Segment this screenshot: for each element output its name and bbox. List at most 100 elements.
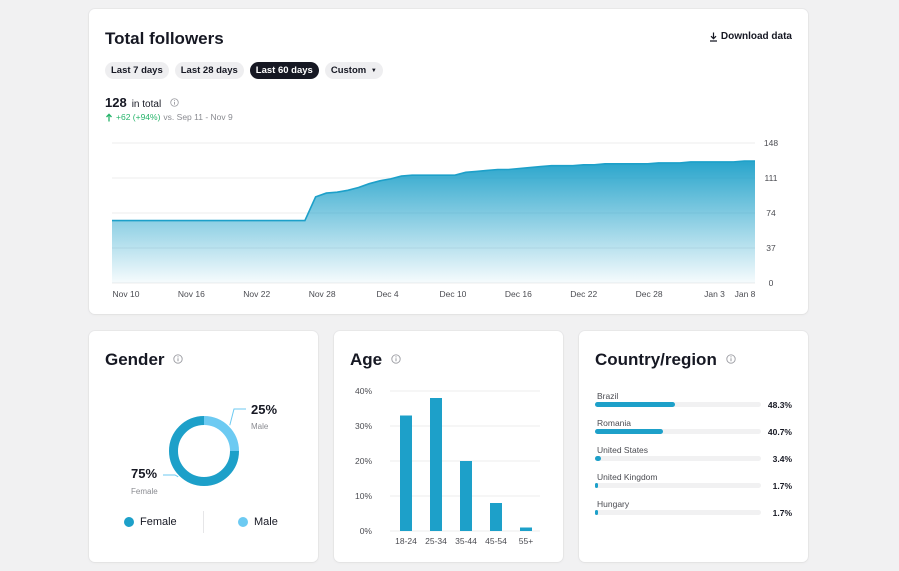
- gender-card: Gender 25% Male 75% Female Female Male: [89, 331, 318, 562]
- total-summary: 128 in total: [105, 95, 179, 110]
- age-bar-45-54: [490, 503, 502, 531]
- country-bar-track: [595, 483, 761, 488]
- country-name: United Kingdom: [597, 472, 658, 482]
- x-tick-label: Dec 4: [376, 289, 398, 299]
- x-tick-label: Dec 28: [636, 289, 663, 299]
- y-tick-label: 30%: [355, 421, 372, 431]
- age-card: Age 40% 30% 20% 10% 0% 18-24 25-34 35-44 45-54 55…: [334, 331, 563, 562]
- country-region-card: Country/region Brazil 48.3% Romania 40.7…: [579, 331, 808, 562]
- followers-area: [112, 161, 755, 283]
- x-tick-label: Nov 28: [309, 289, 336, 299]
- x-tick-label: Jan 3: [704, 289, 725, 299]
- gender-donut-chart: 25% Male 75% Female: [131, 402, 277, 496]
- x-tick-label: Dec 22: [570, 289, 597, 299]
- download-data-button[interactable]: Download data: [709, 31, 792, 42]
- x-tick-label: Nov 10: [113, 289, 140, 299]
- age-bar-chart: 40% 30% 20% 10% 0% 18-24 25-34 35-44 45-54 55+: [355, 386, 540, 546]
- age-title-text: Age: [350, 350, 383, 369]
- legend-male: Male: [238, 516, 278, 528]
- y-tick-label: 0: [769, 278, 774, 288]
- change-value: +62 (+94%): [116, 112, 161, 122]
- y-tick-label: 10%: [355, 491, 372, 501]
- age-bar-55+: [520, 527, 532, 531]
- y-tick-label: 148: [764, 138, 778, 148]
- donut-slice-female: [169, 416, 239, 486]
- gender-title: Gender: [105, 350, 183, 370]
- download-icon: [709, 32, 717, 42]
- y-tick-label: 111: [765, 173, 778, 183]
- age-bar-18-24: [400, 415, 412, 531]
- x-tick-label: 35-44: [455, 536, 477, 546]
- country-bar-track: [595, 402, 761, 407]
- country-bar-fill: [595, 402, 676, 407]
- y-tick-label: 40%: [355, 386, 372, 396]
- female-legend-dot: [124, 517, 134, 527]
- age-bar-35-44: [460, 461, 472, 531]
- country-bar-fill: [595, 510, 598, 515]
- country-bar-fill: [595, 456, 601, 461]
- info-icon[interactable]: [725, 354, 736, 364]
- total-value: 128: [105, 95, 127, 110]
- info-icon[interactable]: [173, 354, 183, 364]
- country-title: Country/region: [595, 350, 736, 370]
- x-tick-label: Dec 10: [439, 289, 466, 299]
- x-tick-label: Dec 16: [505, 289, 532, 299]
- donut-slice-male: [203, 416, 239, 452]
- country-name: Brazil: [597, 391, 619, 401]
- country-bar-track: [595, 429, 761, 434]
- legend-female: Female: [124, 516, 177, 528]
- followers-area-chart: 148 111 74 37 0 Nov 10 Nov 16 Nov 22 Nov 28 Dec 4…: [112, 138, 778, 299]
- slice-value-label: 25%: [251, 402, 277, 417]
- total-suffix: in total: [131, 99, 162, 110]
- leader-line: [163, 474, 179, 478]
- range-custom[interactable]: Custom ▼: [324, 62, 383, 79]
- slice-name-label: Female: [131, 487, 158, 496]
- range-last-28-days[interactable]: Last 28 days: [174, 62, 244, 79]
- country-bar-fill: [595, 483, 598, 488]
- country-bar-track: [595, 456, 761, 461]
- country-name: Romania: [597, 418, 632, 428]
- country-bar-track: [595, 510, 761, 515]
- change-summary: +62 (+94%) vs. Sep 11 - Nov 9: [105, 112, 233, 122]
- range-last-7-days[interactable]: Last 7 days: [105, 62, 169, 79]
- x-tick-label: 45-54: [485, 536, 507, 546]
- age-title: Age: [350, 350, 401, 370]
- y-tick-label: 37: [766, 243, 776, 253]
- info-icon[interactable]: [170, 98, 179, 107]
- x-tick-label: Jan 8: [735, 289, 756, 299]
- followers-line: [112, 160, 755, 222]
- date-range-selector: Last 7 days Last 28 days Last 60 days Cu…: [105, 62, 383, 79]
- x-tick-label: Nov 16: [178, 289, 205, 299]
- country-title-text: Country/region: [595, 350, 717, 369]
- male-legend-dot: [238, 517, 248, 527]
- y-tick-label: 74: [766, 208, 776, 218]
- female-legend-label: Female: [140, 516, 177, 528]
- slice-name-label: Male: [251, 422, 269, 431]
- country-row-brazil: Brazil 48.3%: [595, 391, 792, 411]
- change-compare: vs. Sep 11 - Nov 9: [163, 112, 233, 122]
- total-followers-title: Total followers: [105, 29, 224, 48]
- country-percent: 40.7%: [767, 427, 792, 437]
- country-percent: 3.4%: [772, 454, 792, 464]
- x-tick-label: Nov 22: [243, 289, 270, 299]
- male-legend-label: Male: [254, 516, 278, 528]
- gender-title-text: Gender: [105, 350, 165, 369]
- country-bar-fill: [595, 429, 663, 434]
- age-bar-25-34: [430, 398, 442, 531]
- y-tick-label: 0%: [360, 526, 373, 536]
- range-custom-label: Custom: [330, 65, 367, 76]
- x-tick-label: 55+: [519, 536, 533, 546]
- country-percent: 1.7%: [772, 508, 792, 518]
- info-icon[interactable]: [391, 354, 401, 364]
- download-data-label: Download data: [720, 31, 792, 42]
- country-percent: 1.7%: [772, 481, 792, 491]
- country-name: Hungary: [597, 499, 630, 509]
- range-last-60-days[interactable]: Last 60 days: [249, 62, 319, 79]
- country-percent: 48.3%: [767, 400, 792, 410]
- country-row-hungary: Hungary 1.7%: [595, 499, 792, 519]
- arrow-up-icon: [106, 112, 112, 121]
- country-name: United States: [597, 445, 649, 455]
- x-tick-label: 25-34: [425, 536, 447, 546]
- total-followers-card: Total followers Download data Last 7 day…: [89, 9, 808, 314]
- country-row-united-states: United States 3.4%: [595, 445, 792, 465]
